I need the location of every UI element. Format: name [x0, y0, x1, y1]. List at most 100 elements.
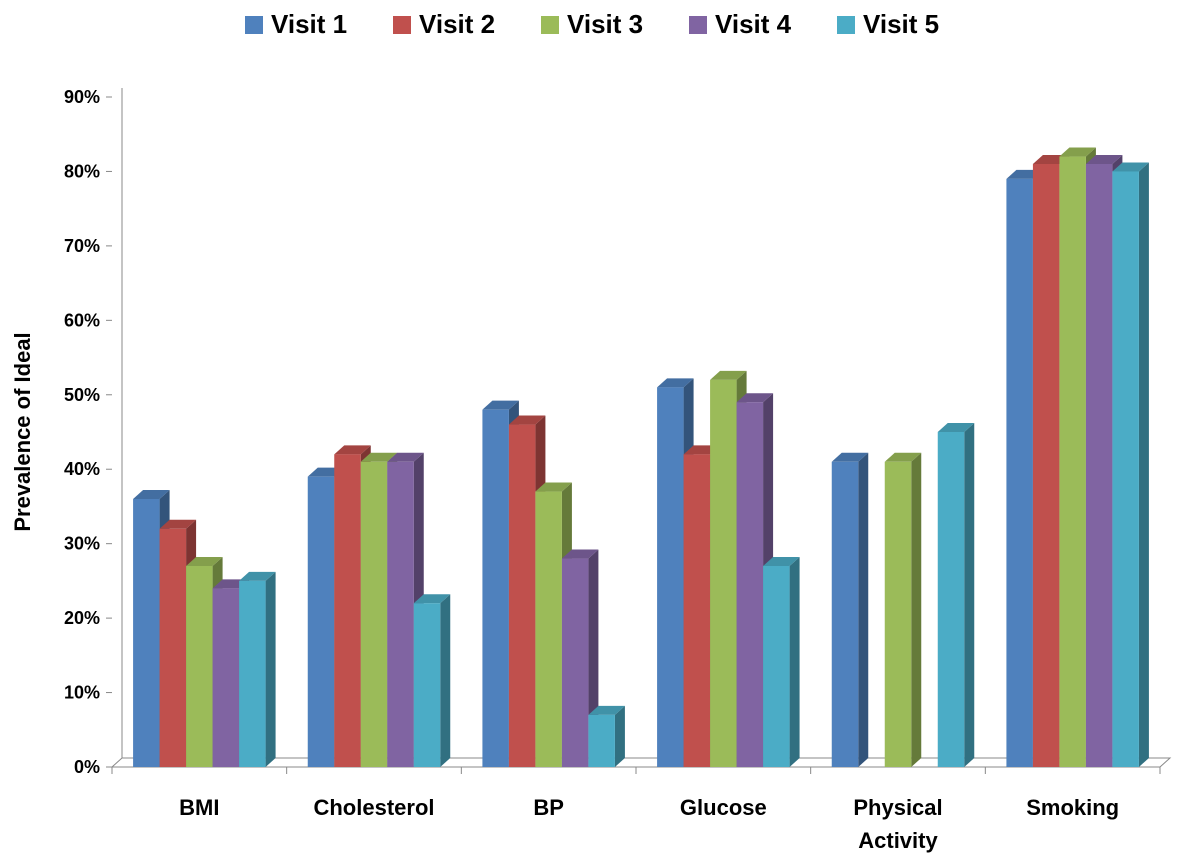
- y-tick-label: 60%: [64, 310, 100, 330]
- bar-front: [683, 454, 711, 767]
- bar-side: [789, 557, 800, 767]
- bars-layer: [133, 147, 1149, 768]
- bar-front: [1059, 156, 1086, 768]
- bar-front: [387, 461, 414, 767]
- bar-top: [535, 482, 572, 492]
- bar-front: [831, 461, 859, 767]
- bar-top: [159, 519, 197, 529]
- bar-top: [413, 594, 451, 604]
- bar-top: [239, 571, 276, 581]
- legend-item: Visit 3: [541, 9, 643, 39]
- bar-top: [360, 452, 398, 462]
- bar-top: [334, 445, 371, 455]
- bar-top: [736, 393, 774, 403]
- bar: [239, 571, 276, 767]
- bar: [1112, 162, 1149, 767]
- bar-front: [1085, 164, 1113, 767]
- bar-top: [710, 370, 747, 380]
- bar-front: [763, 566, 790, 767]
- bar-front: [508, 424, 536, 767]
- x-tick-label: Cholesterol: [313, 795, 434, 820]
- bar-front: [239, 580, 266, 767]
- labels-layer: 0% 10% 20% 30% 40% 50% 60% 70% 80% 90% BMI Choleste…: [64, 87, 1119, 853]
- legend-swatch: [393, 16, 411, 34]
- bar: [831, 452, 869, 767]
- y-tick-label: 90%: [64, 87, 100, 107]
- bar-front: [159, 528, 187, 767]
- bar-front: [133, 499, 160, 767]
- bar-top: [657, 378, 694, 388]
- bar-front: [307, 476, 335, 767]
- bar-side: [858, 452, 869, 767]
- legend-label: Visit 4: [715, 9, 792, 39]
- bar-front: [535, 491, 562, 767]
- bar: [482, 400, 519, 767]
- y-tick-label: 50%: [64, 385, 100, 405]
- legend-swatch: [837, 16, 855, 34]
- bar-front: [360, 461, 388, 767]
- bar-front: [212, 588, 240, 767]
- bar-front: [657, 387, 684, 767]
- legend-label: Visit 5: [863, 9, 939, 39]
- x-tick-label: Glucose: [680, 795, 767, 820]
- bar-top: [831, 452, 869, 462]
- bar-front: [413, 603, 441, 767]
- legend-swatch: [689, 16, 707, 34]
- bar: [413, 594, 451, 767]
- bar: [736, 393, 774, 767]
- legend-item: Visit 4: [689, 9, 792, 39]
- y-tick-label: 40%: [64, 459, 100, 479]
- legend-swatch: [541, 16, 559, 34]
- bar-front: [1006, 178, 1033, 767]
- bar: [937, 423, 975, 767]
- bar-front: [186, 566, 213, 767]
- legend-swatch: [245, 16, 263, 34]
- bar-top: [561, 549, 599, 559]
- x-tick-label: BP: [533, 795, 564, 820]
- bar-top: [1059, 147, 1096, 157]
- bar-top: [763, 557, 800, 566]
- bar-top: [884, 452, 922, 462]
- bar-side: [265, 571, 276, 767]
- bar: [763, 557, 800, 767]
- y-tick-label: 20%: [64, 608, 100, 628]
- bar-top: [508, 415, 546, 425]
- legend-label: Visit 3: [567, 9, 643, 39]
- bar-front: [884, 461, 912, 767]
- x-tick-label: Physical: [853, 795, 942, 820]
- bar-top: [1085, 155, 1123, 164]
- legend-item: Visit 5: [837, 9, 939, 39]
- bar-front: [1112, 171, 1139, 767]
- bar-top: [387, 452, 424, 462]
- bar-front: [1032, 164, 1060, 767]
- legend-label: Visit 2: [419, 9, 495, 39]
- y-tick-label: 80%: [64, 161, 100, 181]
- x-tick-label: BMI: [179, 795, 219, 820]
- legend-item: Visit 1: [245, 9, 347, 39]
- bar-top: [186, 557, 223, 566]
- bar-side: [911, 452, 922, 767]
- bar-top: [133, 490, 170, 499]
- x-tick-label: Smoking: [1026, 795, 1119, 820]
- bar: [588, 705, 625, 767]
- bar-top: [588, 705, 625, 715]
- x-tick-label: Activity: [858, 828, 938, 853]
- bar-front: [482, 409, 509, 767]
- bar-side: [440, 594, 451, 767]
- bar-front: [710, 379, 737, 767]
- bar-top: [1112, 162, 1149, 172]
- y-tick-label: 0%: [74, 757, 100, 777]
- bar-side: [1138, 162, 1149, 767]
- y-axis-title: Prevalence of Ideal: [10, 332, 35, 531]
- bar-front: [561, 558, 589, 767]
- bar-front: [736, 402, 764, 767]
- y-tick-label: 70%: [64, 236, 100, 256]
- bar: [884, 452, 922, 767]
- bar-front: [588, 714, 615, 767]
- y-tick-label: 10%: [64, 683, 100, 703]
- bar-front: [334, 454, 361, 767]
- legend: Visit 1 Visit 2 Visit 3 Visit 4 Visit 5: [245, 9, 939, 39]
- legend-item: Visit 2: [393, 9, 495, 39]
- bar-top: [937, 423, 975, 432]
